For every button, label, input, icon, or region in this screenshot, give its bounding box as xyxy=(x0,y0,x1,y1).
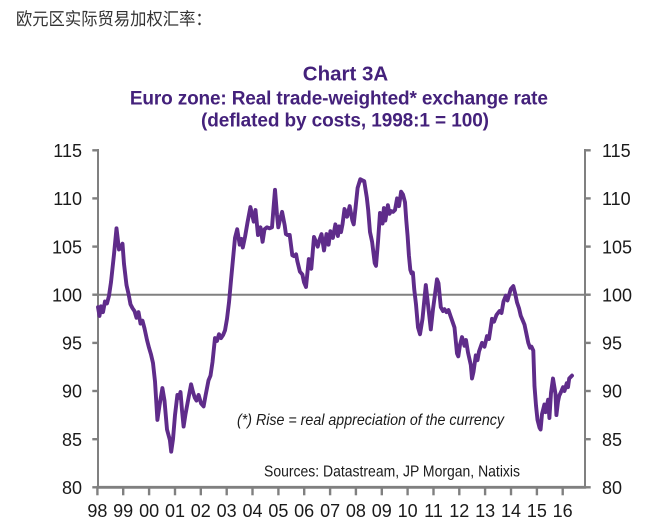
svg-text:09: 09 xyxy=(372,501,392,521)
svg-text:(*) Rise = real appreciation o: (*) Rise = real appreciation of the curr… xyxy=(237,412,505,429)
svg-text:06: 06 xyxy=(294,501,314,521)
svg-text:105: 105 xyxy=(602,237,632,257)
svg-text:15: 15 xyxy=(527,501,547,521)
svg-text:11: 11 xyxy=(424,501,443,521)
svg-text:07: 07 xyxy=(320,501,340,521)
svg-text:115: 115 xyxy=(602,141,631,161)
svg-text:04: 04 xyxy=(242,501,262,521)
svg-text:100: 100 xyxy=(602,285,632,305)
svg-text:105: 105 xyxy=(52,237,82,257)
svg-text:80: 80 xyxy=(602,478,622,498)
svg-text:95: 95 xyxy=(62,334,82,354)
svg-text:10: 10 xyxy=(398,501,418,521)
svg-text:14: 14 xyxy=(501,501,521,521)
svg-text:Euro zone: Real trade-weighted: Euro zone: Real trade-weighted* exchange… xyxy=(130,89,548,110)
svg-text:110: 110 xyxy=(602,189,631,209)
svg-text:16: 16 xyxy=(553,501,573,521)
svg-text:05: 05 xyxy=(268,501,288,521)
svg-text:100: 100 xyxy=(52,285,82,305)
svg-text:Sources: Datastream, JP Morgan: Sources: Datastream, JP Morgan, Natixis xyxy=(264,464,520,481)
svg-text:13: 13 xyxy=(475,501,495,521)
svg-text:99: 99 xyxy=(113,501,133,521)
svg-text:98: 98 xyxy=(87,501,107,521)
svg-text:03: 03 xyxy=(217,501,237,521)
svg-text:(deflated by costs, 1998:1 = 1: (deflated by costs, 1998:1 = 100) xyxy=(201,111,489,132)
svg-text:90: 90 xyxy=(62,382,82,402)
svg-text:01: 01 xyxy=(165,501,185,521)
svg-text:02: 02 xyxy=(191,501,211,521)
svg-text:85: 85 xyxy=(602,430,622,450)
svg-text:85: 85 xyxy=(62,430,82,450)
svg-text:110: 110 xyxy=(53,189,82,209)
svg-text:90: 90 xyxy=(602,382,622,402)
svg-text:Chart 3A: Chart 3A xyxy=(303,63,389,86)
svg-text:00: 00 xyxy=(139,501,159,521)
svg-text:115: 115 xyxy=(53,141,82,161)
svg-text:08: 08 xyxy=(346,501,366,521)
svg-text:12: 12 xyxy=(449,501,469,521)
svg-text:80: 80 xyxy=(62,478,82,498)
svg-text:95: 95 xyxy=(602,334,622,354)
